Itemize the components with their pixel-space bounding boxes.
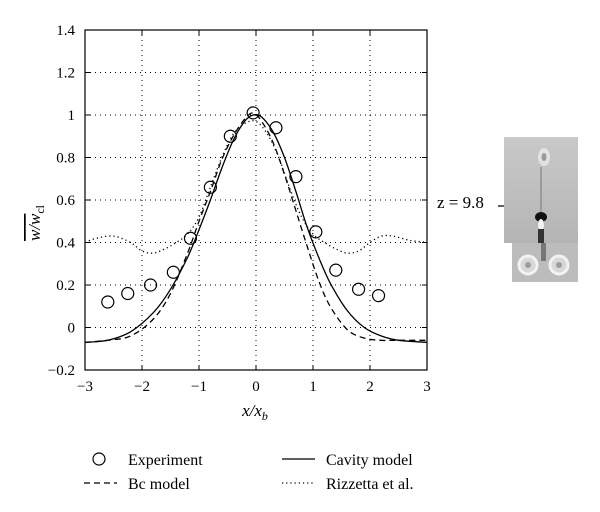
legend: Experiment Cavity model Bc model Rizzett…	[84, 452, 414, 493]
y-tick-label: 0.8	[56, 151, 75, 167]
legend-label-experiment: Experiment	[128, 452, 203, 469]
grid	[85, 30, 427, 370]
inset-center-stem	[541, 243, 546, 261]
data-point-experiment	[183, 231, 198, 245]
legend-label-bc: Bc model	[128, 476, 190, 493]
x-tick-label: 1	[309, 379, 317, 395]
data-point-experiment	[329, 263, 343, 277]
flow-visualization-inset	[504, 137, 578, 282]
inset-jet-core	[535, 212, 547, 222]
y-tick-label: 0	[68, 321, 76, 337]
data-point-experiment	[289, 170, 303, 184]
y-tick-label: 1	[68, 108, 76, 124]
data-point-experiment	[223, 129, 237, 143]
data-point-experiment	[352, 282, 366, 296]
data-point-experiment	[121, 286, 135, 301]
x-tick-label: 3	[423, 379, 431, 395]
y-tick-label: 0.2	[56, 278, 75, 294]
inset-jet-highlight	[538, 219, 544, 231]
y-axis-label: w/wcl	[25, 204, 47, 241]
legend-label-rizzetta: Rizzetta et al.	[326, 476, 414, 493]
x-tick-label: −2	[134, 379, 150, 395]
inset-flow-field	[504, 137, 578, 243]
y-axis-label-main: w/w	[25, 213, 44, 241]
inset-upper-vortex-core	[541, 153, 547, 161]
y-tick-label: 0.4	[56, 236, 75, 252]
data-point-experiment	[246, 106, 260, 120]
y-axis-label-sub: cl	[33, 204, 47, 213]
x-tick-label: −3	[77, 379, 93, 395]
x-tick-label: −1	[191, 379, 207, 395]
inset-left-vortex-core	[525, 262, 531, 268]
y-tick-label: 0.6	[56, 193, 75, 209]
inset-jet-stem	[538, 229, 544, 243]
series-layer	[84, 106, 428, 344]
data-point-experiment	[143, 278, 158, 292]
data-point-experiment	[101, 295, 115, 309]
inset-right-vortex-core	[556, 262, 562, 268]
y-tick-label: 1.2	[56, 66, 75, 82]
inset-flow-graphic	[535, 148, 550, 243]
x-axis-label: x/xb	[241, 401, 268, 423]
inset-annotation: z = 9.8	[437, 193, 484, 212]
legend-label-cavity: Cavity model	[326, 452, 413, 469]
y-tick-label: 1.4	[56, 23, 75, 39]
series-line-bc-model	[84, 112, 427, 344]
data-point-experiment	[309, 225, 323, 239]
data-point-experiment	[371, 289, 386, 303]
inset-cross-section-graphic	[517, 243, 570, 276]
x-axis-label-sub: b	[262, 409, 268, 423]
x-axis-label-main: x/x	[241, 401, 262, 420]
legend-marker-experiment	[92, 452, 106, 466]
x-tick-label: 2	[366, 379, 374, 395]
x-tick-label: 0	[252, 379, 260, 395]
axis-ticks: −3 −2 −1 0 1 2 3 −0.2 0 0.2 0.4 0.6 0.8 1 1.2 1.4	[48, 23, 431, 395]
series-line-cavity-model	[84, 113, 428, 344]
inset-cross-section	[512, 243, 578, 282]
y-tick-label: −0.2	[48, 363, 75, 379]
data-point-experiment	[269, 121, 283, 135]
data-point-experiment	[166, 265, 180, 279]
